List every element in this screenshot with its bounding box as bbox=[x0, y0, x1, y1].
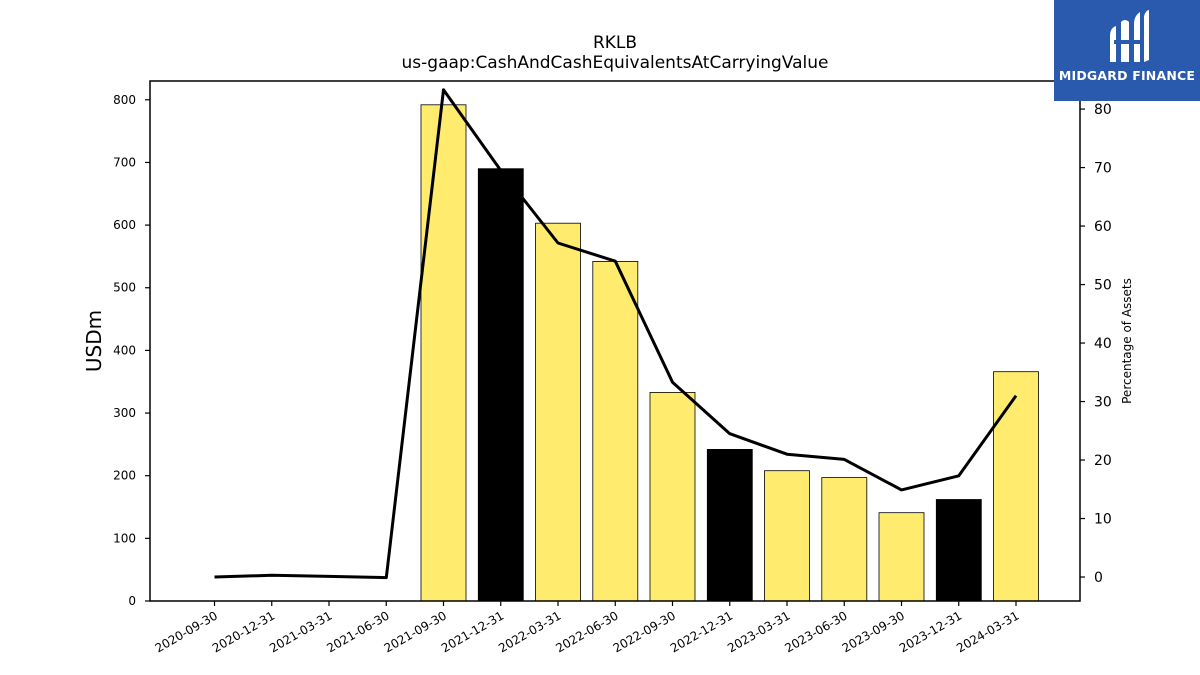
x-tick-label: 2021-12-31 bbox=[439, 608, 506, 655]
x-tick-label: 2022-12-31 bbox=[668, 608, 735, 655]
x-tick-label: 2021-09-30 bbox=[382, 608, 449, 655]
x-tick-label: 2023-12-31 bbox=[897, 608, 964, 655]
y-tick-label: 700 bbox=[113, 155, 136, 169]
midgard-finance-logo: MIDGARD FINANCE bbox=[1054, 0, 1200, 101]
y-axis-right: 0 10 20 30 40 50 60 70 80 bbox=[1080, 102, 1112, 586]
y-tick-label-right: 50 bbox=[1094, 278, 1112, 294]
bar bbox=[993, 371, 1039, 602]
y-tick-label-right: 30 bbox=[1094, 395, 1112, 411]
x-tick-label: 2023-09-30 bbox=[840, 608, 907, 655]
x-tick-label: 2022-03-31 bbox=[496, 608, 563, 655]
y-tick-label-right: 0 bbox=[1094, 570, 1103, 586]
y-tick-label-right: 60 bbox=[1094, 219, 1112, 235]
bar bbox=[592, 260, 639, 602]
x-tick-label: 2021-06-30 bbox=[324, 608, 391, 655]
y-tick-label-right: 80 bbox=[1094, 102, 1112, 118]
y-tick-label: 400 bbox=[113, 343, 136, 357]
bar bbox=[878, 512, 925, 602]
x-axis: 2020-09-302020-12-312021-03-312021-06-30… bbox=[153, 601, 1022, 655]
percentage-line bbox=[214, 88, 1018, 580]
bar bbox=[649, 391, 696, 602]
y-tick-label: 100 bbox=[113, 531, 136, 545]
bar bbox=[535, 222, 581, 602]
y-axis-label-right: Percentage of Assets bbox=[1120, 278, 1134, 404]
chart-subtitle: us-gaap:CashAndCashEquivalentsAtCarrying… bbox=[402, 53, 829, 73]
x-tick-label: 2022-09-30 bbox=[611, 608, 678, 655]
x-tick-label: 2021-03-31 bbox=[267, 608, 334, 655]
x-tick-label: 2020-09-30 bbox=[153, 608, 220, 655]
y-tick-label: 800 bbox=[113, 93, 136, 107]
x-tick-label: 2023-03-31 bbox=[725, 608, 792, 655]
bar bbox=[477, 168, 524, 602]
y-tick-label-right: 70 bbox=[1094, 161, 1112, 177]
y-tick-label: 600 bbox=[113, 218, 136, 232]
line-series bbox=[214, 88, 1018, 580]
y-tick-label-right: 40 bbox=[1094, 336, 1112, 352]
bar bbox=[935, 499, 982, 602]
y-axis-label-left: USDm bbox=[82, 310, 106, 372]
x-tick-label: 2024-03-31 bbox=[954, 608, 1021, 655]
y-axis-left: 0 100 200 300 400 500 600 700 800 bbox=[113, 93, 150, 608]
y-tick-label: 200 bbox=[113, 469, 136, 483]
x-tick-label: 2023-06-30 bbox=[782, 608, 849, 655]
y-tick-label-right: 20 bbox=[1094, 453, 1112, 469]
x-tick-label: 2022-06-30 bbox=[553, 608, 620, 655]
bar bbox=[821, 477, 868, 602]
bar bbox=[706, 448, 753, 602]
chart-title: RKLB bbox=[593, 33, 637, 53]
y-tick-label: 300 bbox=[113, 406, 136, 420]
bar bbox=[764, 470, 810, 602]
bar bbox=[420, 104, 467, 602]
y-tick-label-right: 10 bbox=[1094, 512, 1112, 528]
y-tick-label: 0 bbox=[128, 594, 136, 608]
logo-text: MIDGARD FINANCE bbox=[1058, 68, 1196, 83]
bar-series bbox=[420, 104, 1039, 602]
y-tick-label: 500 bbox=[113, 281, 136, 295]
x-tick-label: 2020-12-31 bbox=[210, 608, 277, 655]
logo-mark-icon bbox=[1110, 10, 1149, 62]
